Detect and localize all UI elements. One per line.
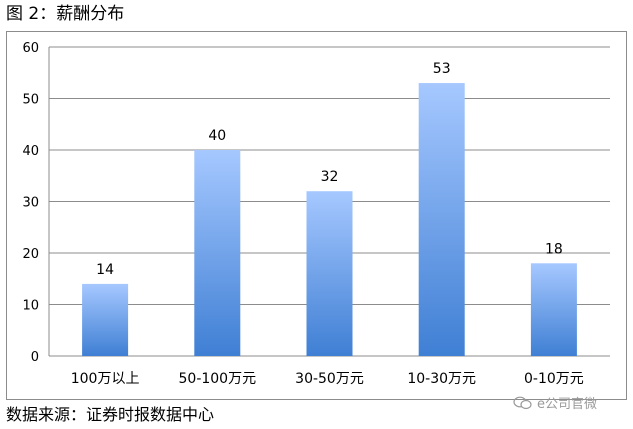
y-tick-label: 60 bbox=[22, 41, 39, 56]
bar bbox=[530, 263, 577, 356]
y-tick-label: 40 bbox=[22, 144, 39, 159]
watermark-text: e公司官微 bbox=[537, 397, 597, 412]
bar-value-label: 53 bbox=[433, 61, 451, 77]
x-tick-label: 100万以上 bbox=[71, 371, 140, 387]
bar-value-label: 18 bbox=[545, 241, 563, 257]
bar-value-label: 40 bbox=[208, 128, 226, 144]
watermark: e公司官微 bbox=[513, 393, 597, 412]
y-tick-label: 20 bbox=[22, 247, 39, 262]
bar-value-label: 32 bbox=[321, 169, 339, 185]
bar bbox=[306, 191, 353, 356]
source-note: 数据来源：证券时报数据中心 bbox=[6, 405, 215, 424]
y-tick-label: 10 bbox=[22, 299, 39, 314]
y-tick-label: 0 bbox=[31, 350, 39, 365]
bars bbox=[82, 83, 577, 357]
bar bbox=[418, 83, 465, 357]
labels: 0 10 20 30 40 50 60 14 100万以上 40 50-100万元 32 30-50万元… bbox=[22, 41, 583, 387]
y-tick-label: 50 bbox=[22, 93, 39, 108]
bar bbox=[194, 150, 241, 356]
wechat-icon bbox=[513, 396, 532, 409]
y-tick-label: 30 bbox=[22, 196, 39, 211]
x-tick-label: 50-100万元 bbox=[179, 371, 257, 387]
bar-value-label: 14 bbox=[96, 262, 114, 278]
bar bbox=[82, 283, 129, 356]
figure-title: 图 2：薪酬分布 bbox=[6, 4, 125, 24]
x-tick-label: 10-30万元 bbox=[407, 371, 476, 387]
x-tick-label: 0-10万元 bbox=[524, 371, 584, 387]
x-tick-label: 30-50万元 bbox=[295, 371, 364, 387]
